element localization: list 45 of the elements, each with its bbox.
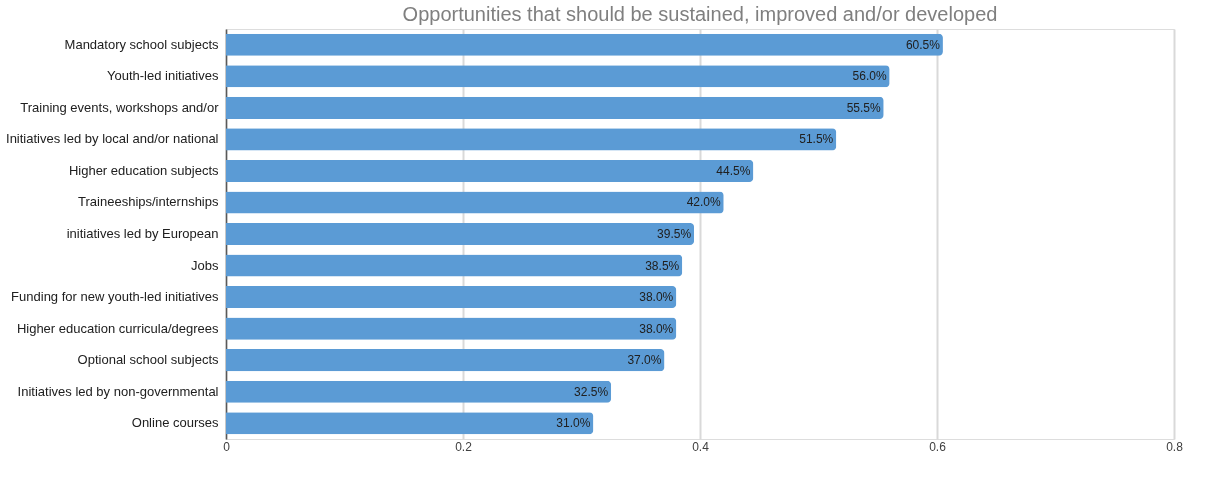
- data-label: 37.0%: [627, 353, 662, 368]
- bar: [226, 254, 683, 277]
- y-tick-label: Higher education subjects: [68, 162, 219, 178]
- y-tick-label: initiatives led by European: [66, 226, 219, 241]
- x-tick-label: 0.2: [455, 439, 473, 454]
- y-tick-label: Initiatives led by non-governmental: [17, 383, 219, 399]
- bar: [226, 286, 677, 309]
- y-tick-label: Jobs: [191, 257, 219, 273]
- y-tick-label: Mandatory school subjects: [64, 36, 219, 52]
- x-tick-label: 0.4: [692, 439, 710, 454]
- bar: [226, 317, 677, 340]
- data-label: 32.5%: [574, 384, 609, 399]
- data-label: 56.0%: [852, 69, 887, 84]
- x-tick-label: 0.6: [929, 439, 947, 454]
- bar: [226, 191, 724, 214]
- bar: [226, 128, 837, 151]
- bar: [226, 412, 594, 435]
- bar: [226, 380, 612, 403]
- y-tick-label: Youth-led initiatives: [106, 68, 219, 84]
- bar: [226, 349, 665, 372]
- x-tick-label: 0: [223, 439, 231, 454]
- bar: [226, 222, 695, 246]
- bar: [226, 96, 884, 119]
- x-tick-label: 0.8: [1166, 439, 1184, 454]
- y-tick-label: Funding for new youth-led initiatives: [11, 289, 219, 305]
- y-tick-label: Online courses: [131, 415, 219, 431]
- chart-title: Opportunities that should be sustained, improved and/or developed: [402, 3, 998, 25]
- data-label: 39.5%: [657, 227, 692, 241]
- data-label: 51.5%: [799, 132, 834, 147]
- y-tick-label: Training events, workshops and/or: [20, 99, 220, 115]
- data-label: 60.5%: [905, 37, 941, 52]
- bar: [226, 65, 890, 88]
- data-label: 55.5%: [846, 100, 881, 115]
- data-label: 38.5%: [645, 258, 680, 273]
- y-tick-label: Optional school subjects: [77, 352, 219, 368]
- y-tick-label: Traineeships/internships: [78, 194, 219, 210]
- data-label: 44.5%: [716, 163, 751, 178]
- data-label: 31.0%: [556, 416, 591, 431]
- bar: [226, 33, 943, 56]
- y-tick-label: Initiatives led by local and/or national: [6, 131, 219, 147]
- data-label: 42.0%: [686, 195, 722, 210]
- data-label: 38.0%: [639, 321, 674, 336]
- y-tick-label: Higher education curricula/degrees: [16, 320, 219, 336]
- data-label: 38.0%: [639, 290, 674, 305]
- bar: [226, 159, 754, 182]
